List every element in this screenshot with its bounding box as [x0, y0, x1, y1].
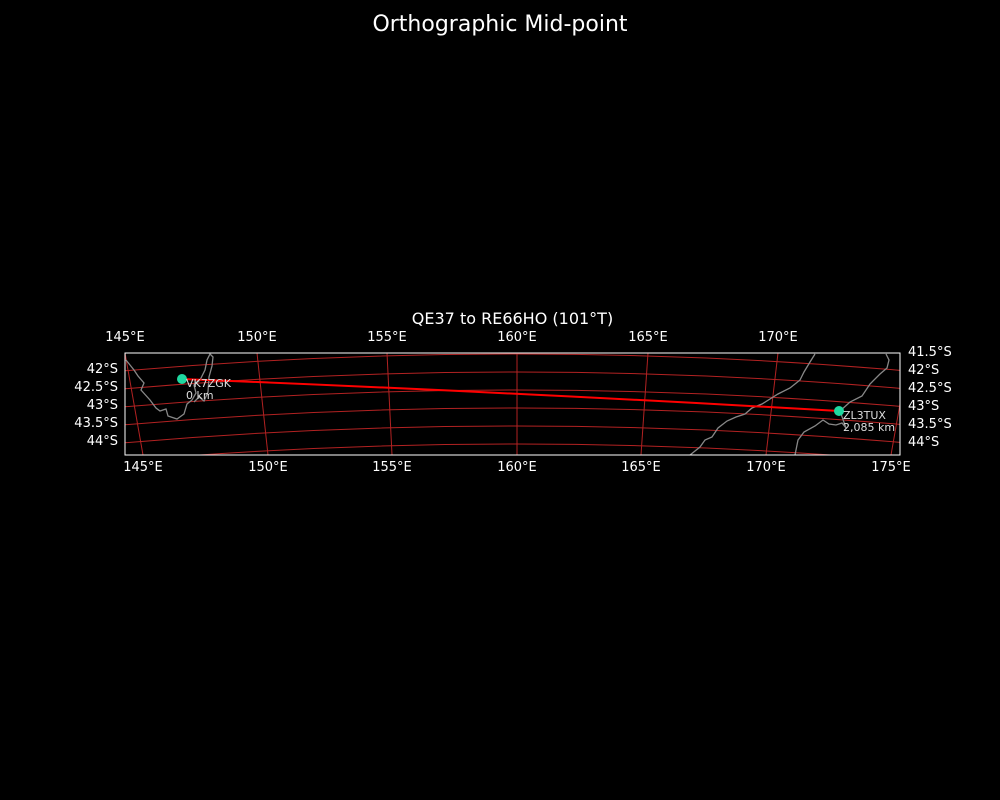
great-circle-path	[181, 378, 840, 412]
meridian-line	[640, 353, 649, 455]
bottom-lon-label: 165°E	[621, 460, 661, 475]
top-lon-label: 165°E	[628, 330, 668, 345]
right-lat-label: 41.5°S	[908, 345, 952, 360]
meridian-line	[765, 353, 779, 455]
left-lat-label: 43.5°S	[74, 416, 118, 431]
station-call: ZL3TUX	[843, 409, 886, 422]
figure-title: Orthographic Mid-point	[372, 12, 628, 37]
top-lon-label: 150°E	[237, 330, 277, 345]
right-lat-label: 42°S	[908, 363, 940, 378]
station-distance: 0 km	[186, 389, 214, 402]
parallel-line	[100, 462, 930, 481]
coastline-new-zealand-east	[794, 353, 890, 455]
station-marker-vk7zgk[interactable]	[177, 374, 187, 384]
station-marker-zl3tux[interactable]	[834, 406, 844, 416]
meridian-line	[890, 401, 900, 455]
right-lat-label: 43°S	[908, 399, 940, 414]
bottom-lon-label: 150°E	[248, 460, 288, 475]
meridian-line	[386, 353, 393, 455]
meridian-line	[125, 353, 144, 455]
graticule	[100, 319, 930, 481]
parallel-line	[100, 319, 930, 338]
bottom-lon-label: 160°E	[497, 460, 537, 475]
coastline-new-zealand-west	[689, 353, 816, 455]
parallel-line	[125, 389, 900, 408]
top-lon-label: 160°E	[497, 330, 537, 345]
map-subtitle: QE37 to RE66HO (101°T)	[411, 309, 614, 328]
bottom-lon-label: 170°E	[746, 460, 786, 475]
bottom-lon-label: 175°E	[871, 460, 911, 475]
parallel-line	[192, 443, 839, 455]
left-lat-label: 42°S	[86, 362, 118, 377]
right-lat-label: 43.5°S	[908, 417, 952, 432]
station-call: VK7ZGK	[186, 377, 232, 390]
parallel-line	[125, 407, 900, 426]
parallel-line	[125, 425, 900, 444]
parallel-line	[125, 353, 129, 354]
map-frame	[124, 352, 901, 456]
right-lat-label: 44°S	[908, 435, 940, 450]
left-lat-label: 44°S	[86, 434, 118, 449]
coastline-tasmania	[125, 353, 214, 420]
parallel-line	[125, 371, 900, 390]
top-lon-label: 145°E	[105, 330, 145, 345]
bottom-lon-label: 145°E	[123, 460, 163, 475]
left-lat-label: 43°S	[86, 398, 118, 413]
bottom-lon-label: 155°E	[372, 460, 412, 475]
station-distance: 2,085 km	[843, 421, 895, 434]
right-lat-label: 42.5°S	[908, 381, 952, 396]
meridian-line	[256, 353, 269, 455]
parallel-line	[125, 353, 900, 372]
left-lat-label: 42.5°S	[74, 380, 118, 395]
top-lon-label: 155°E	[367, 330, 407, 345]
top-lon-label: 170°E	[758, 330, 798, 345]
